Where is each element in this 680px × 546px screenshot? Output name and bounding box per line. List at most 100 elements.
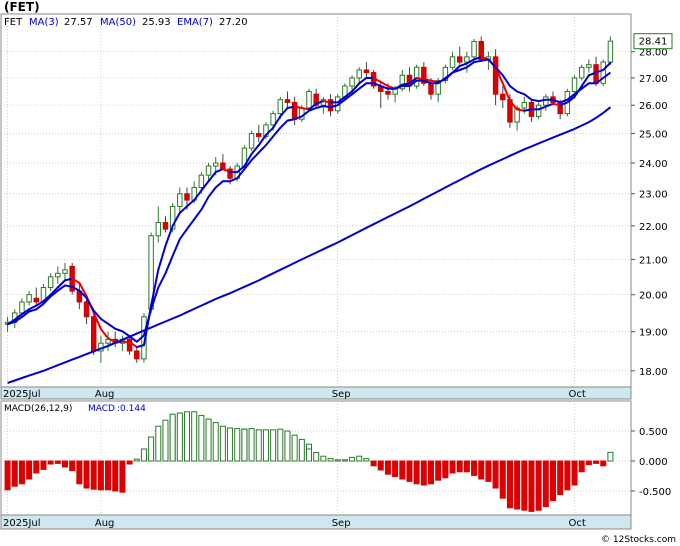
candle-up bbox=[465, 57, 469, 62]
ma3-segment bbox=[553, 104, 560, 105]
chart-title: (FET) bbox=[4, 0, 40, 14]
candle-up bbox=[56, 273, 60, 277]
macd-bar-negative bbox=[421, 461, 426, 485]
macd-bar-negative bbox=[385, 461, 390, 474]
candle-down bbox=[292, 102, 296, 119]
candle-up bbox=[450, 57, 454, 67]
macd-bar-positive bbox=[335, 460, 340, 461]
candle-up bbox=[20, 302, 24, 313]
macd-bar-negative bbox=[579, 461, 584, 472]
macd-bar-negative bbox=[457, 461, 462, 472]
ma3-segment bbox=[323, 101, 330, 102]
candle-up bbox=[357, 70, 361, 78]
macd-bar-positive bbox=[249, 429, 254, 461]
macd-bar-positive bbox=[364, 459, 369, 461]
macd-x-label: Sep bbox=[332, 518, 351, 529]
macd-bar-positive bbox=[206, 419, 211, 461]
macd-bar-positive bbox=[170, 414, 175, 461]
macd-bar-negative bbox=[407, 461, 412, 481]
macd-bar-positive bbox=[271, 430, 276, 461]
macd-bar-negative bbox=[55, 461, 60, 463]
macd-bar-negative bbox=[507, 461, 512, 508]
legend-ma50-value: 25.93 bbox=[142, 17, 171, 28]
price-y-tick-label: 23.00 bbox=[639, 190, 668, 201]
candle-up bbox=[608, 41, 612, 62]
macd-bar-negative bbox=[536, 461, 541, 510]
price-y-tick-label: 22.00 bbox=[639, 222, 668, 233]
candle-up bbox=[156, 223, 160, 236]
price-y-ticks: 28.0027.0026.0025.0024.0023.0022.0021.00… bbox=[631, 48, 668, 378]
macd-bar-positive bbox=[328, 459, 333, 461]
macd-bar-negative bbox=[12, 461, 17, 486]
macd-bar-positive bbox=[220, 426, 225, 461]
macd-bar-negative bbox=[464, 461, 469, 472]
macd-bar-positive bbox=[213, 423, 218, 461]
price-x-label: Oct bbox=[569, 389, 586, 400]
candle-up bbox=[178, 194, 182, 207]
macd-bar-negative bbox=[493, 461, 498, 488]
macd-bar-positive bbox=[141, 449, 146, 461]
candle-up bbox=[271, 114, 275, 125]
macd-bar-negative bbox=[48, 461, 53, 464]
macd-title: MACD(26,12,9) bbox=[4, 404, 72, 414]
candle-down bbox=[84, 302, 88, 317]
macd-bar-positive bbox=[256, 430, 261, 461]
legend-ema7-label: EMA(7) bbox=[177, 17, 213, 28]
macd-bar-negative bbox=[565, 461, 570, 490]
price-y-tick-label: 18.00 bbox=[639, 367, 668, 378]
candle-down bbox=[91, 317, 95, 351]
candle-up bbox=[414, 67, 418, 86]
macd-bar-negative bbox=[113, 461, 118, 491]
macd-bar-positive bbox=[292, 435, 297, 461]
candle-down bbox=[429, 83, 433, 94]
ma3-segment bbox=[524, 109, 531, 110]
candle-down bbox=[135, 351, 139, 359]
macd-y-tick-label: 0.000 bbox=[639, 457, 668, 468]
macd-bar-positive bbox=[228, 428, 233, 461]
macd-bar-positive bbox=[192, 412, 197, 461]
macd-bar-negative bbox=[91, 461, 96, 489]
macd-bar-negative bbox=[34, 461, 39, 473]
price-y-tick-label: 20.00 bbox=[639, 291, 668, 302]
price-y-tick-label: 21.00 bbox=[639, 255, 668, 266]
macd-bar-positive bbox=[306, 449, 311, 461]
watermark: © 12Stocks.com bbox=[601, 535, 676, 545]
macd-y-tick-label: 0.500 bbox=[639, 427, 668, 438]
macd-bar-positive bbox=[184, 412, 189, 461]
legend-ticker: FET bbox=[4, 17, 23, 28]
macd-bar-negative bbox=[27, 461, 32, 479]
candle-down bbox=[457, 57, 461, 62]
macd-bar-negative bbox=[550, 461, 555, 501]
price-y-tick-label: 19.00 bbox=[639, 328, 668, 339]
macd-bar-positive bbox=[350, 457, 355, 461]
macd-bar-positive bbox=[199, 415, 204, 461]
macd-value: :0.144 bbox=[117, 404, 146, 414]
macd-bar-negative bbox=[120, 461, 125, 492]
candle-down bbox=[493, 57, 497, 94]
macd-bar-positive bbox=[342, 460, 347, 461]
candle-down bbox=[285, 100, 289, 103]
macd-x-label: Aug bbox=[95, 518, 115, 529]
macd-bar-negative bbox=[400, 461, 405, 479]
candle-up bbox=[544, 97, 548, 105]
candle-up bbox=[48, 277, 52, 288]
macd-bar-negative bbox=[558, 461, 563, 495]
candle-up bbox=[278, 100, 282, 114]
macd-bar-negative bbox=[443, 461, 448, 474]
macd-bar-positive bbox=[242, 429, 247, 461]
macd-bar-positive bbox=[156, 426, 161, 461]
macd-bar-negative bbox=[486, 461, 491, 481]
candle-up bbox=[536, 105, 540, 116]
macd-x-label: 2025Jul bbox=[3, 518, 41, 529]
last-price-label: 28.41 bbox=[639, 37, 668, 48]
macd-bar-negative bbox=[428, 461, 433, 484]
macd-bar-positive bbox=[321, 456, 326, 461]
ma3-segment bbox=[295, 107, 302, 108]
macd-bar-positive bbox=[285, 431, 290, 461]
candle-up bbox=[522, 102, 526, 108]
macd-bar-negative bbox=[601, 461, 606, 466]
candle-down bbox=[185, 194, 189, 200]
legend-ma3-value: 27.57 bbox=[64, 17, 93, 28]
candle-down bbox=[163, 223, 167, 230]
macd-bar-negative bbox=[522, 461, 527, 510]
